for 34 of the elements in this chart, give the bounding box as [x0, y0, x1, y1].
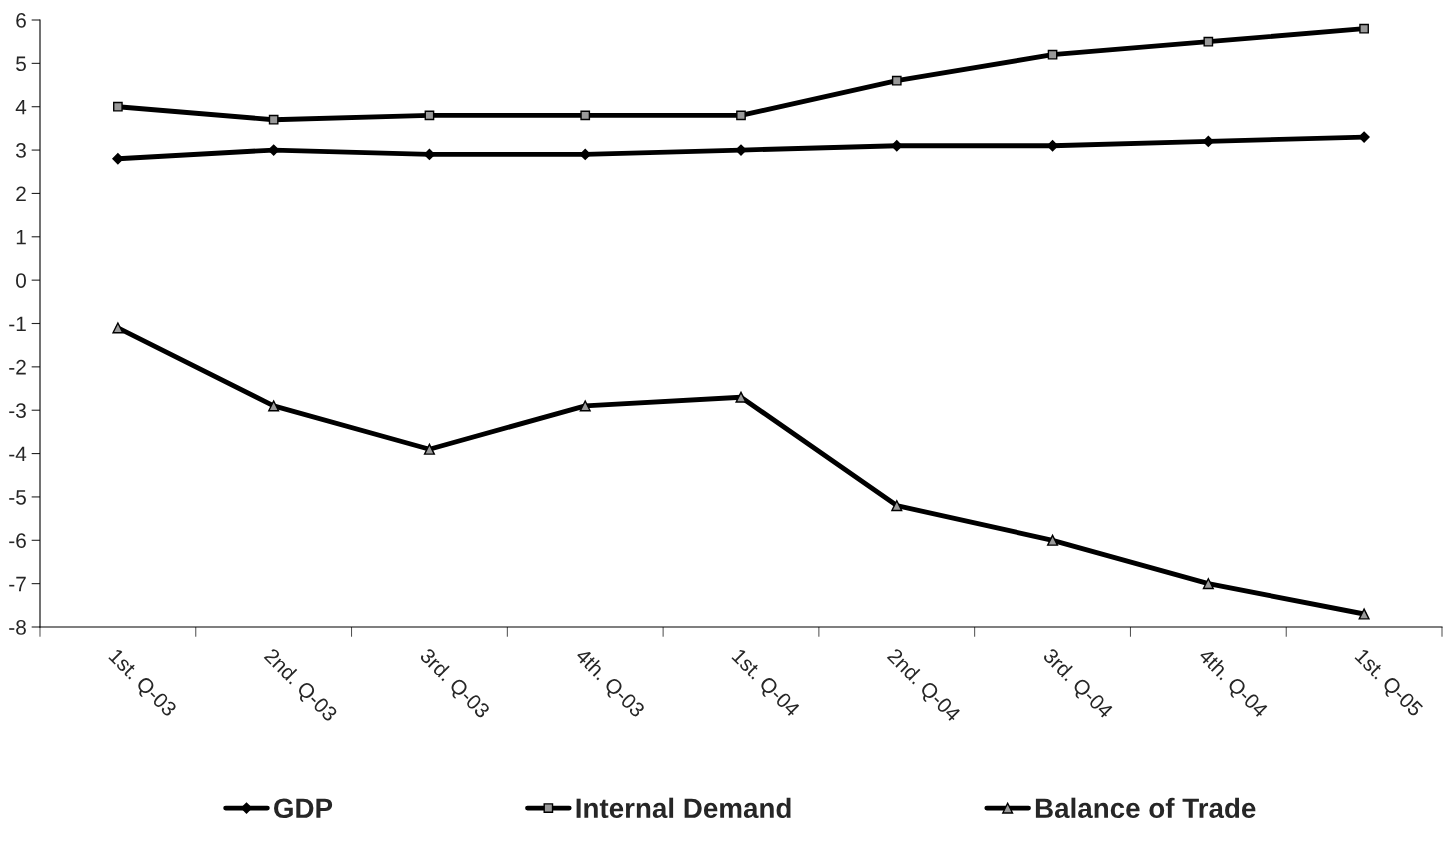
point: [268, 114, 279, 125]
point: [891, 500, 903, 512]
y-tick-label: -7: [9, 576, 26, 592]
point: [1203, 36, 1214, 47]
point: [891, 75, 902, 86]
y-tick-label: -3: [9, 403, 26, 418]
y-tick-label: 0: [16, 273, 26, 288]
y-tick-label: 6: [16, 13, 26, 28]
point: [580, 110, 591, 121]
y-tick-label: -4: [9, 446, 27, 462]
legend-label: Balance of Trade: [1035, 797, 1256, 819]
point: [112, 322, 124, 334]
y-tick-label: -2: [9, 359, 26, 375]
y-tick-label: 2: [16, 186, 26, 201]
y-tick-label: 1: [16, 230, 26, 245]
y-tick-label: -6: [9, 533, 26, 549]
y-tick-label: -8: [9, 620, 26, 635]
y-tick-label: 4: [15, 99, 27, 115]
y-tick-label: -1: [9, 316, 26, 332]
point: [423, 443, 436, 455]
point: [268, 400, 280, 412]
point: [579, 400, 591, 412]
y-tick-label: 3: [16, 143, 26, 158]
point: [1359, 23, 1369, 34]
y-tick-label: -5: [9, 490, 26, 505]
point: [1202, 578, 1214, 590]
legend-label: GDP: [274, 798, 333, 819]
point: [1358, 608, 1370, 620]
point: [1046, 534, 1059, 546]
point: [113, 101, 123, 112]
legend-label: Internal Demand: [576, 797, 791, 819]
point: [736, 110, 746, 121]
point: [1047, 49, 1058, 60]
y-tick-label: 5: [16, 56, 26, 72]
